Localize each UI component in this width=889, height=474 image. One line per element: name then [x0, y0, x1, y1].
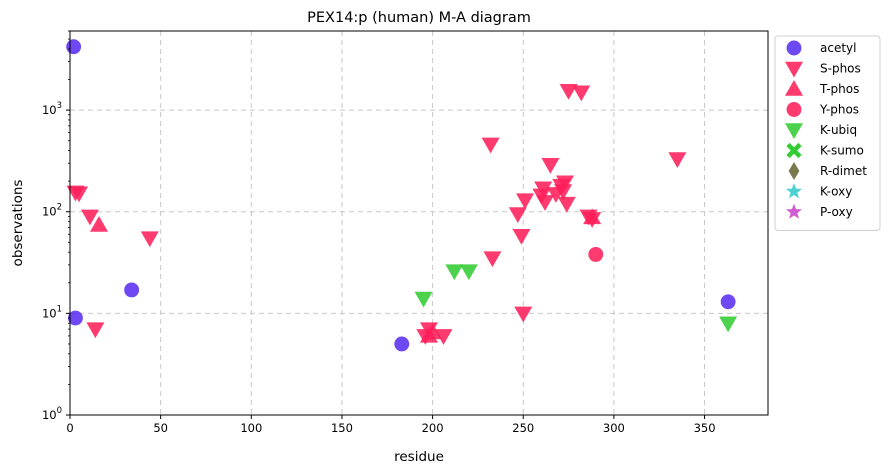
legend-marker-k-ubiq — [785, 123, 803, 139]
point-s-phos — [559, 83, 578, 100]
point-s-phos — [86, 322, 105, 339]
point-acetyl — [720, 294, 736, 310]
y-axis-ticks: 100 101 102 103 — [42, 30, 70, 422]
point-s-phos — [70, 186, 89, 203]
point-s-phos — [534, 181, 553, 198]
point-s-phos — [512, 229, 531, 245]
legend-label-t-phos: T-phos — [819, 82, 859, 96]
point-s-phos — [514, 306, 533, 323]
point-s-phos — [572, 85, 591, 102]
legend-label-k-oxy: K-oxy — [820, 185, 852, 199]
point-t-phos — [423, 323, 442, 340]
point-s-phos — [668, 152, 687, 169]
point-acetyl — [394, 336, 410, 352]
legend-marker-t-phos — [785, 80, 803, 96]
data-points — [66, 39, 738, 352]
point-k-ubiq — [445, 264, 464, 281]
point-s-phos — [554, 184, 573, 200]
point-s-phos — [140, 231, 159, 248]
x-tick-label: 300 — [603, 421, 625, 435]
legend-label-acetyl: acetyl — [820, 41, 856, 55]
x-tick-label: 250 — [512, 421, 534, 435]
point-s-phos — [541, 157, 560, 174]
point-k-ubiq — [459, 264, 478, 281]
point-s-phos — [508, 207, 527, 223]
grid-lines — [70, 31, 768, 415]
point-s-phos — [555, 175, 574, 192]
plot-frame — [69, 30, 769, 416]
legend-marker-k-oxy — [786, 183, 802, 199]
x-axis-label: residue — [394, 449, 444, 465]
y-tick-label: 102 — [42, 203, 62, 219]
point-s-phos — [557, 196, 576, 213]
x-tick-label: 350 — [694, 421, 716, 435]
point-y-phos — [588, 246, 604, 262]
legend-marker-y-phos — [786, 102, 802, 117]
x-tick-label: 150 — [331, 421, 353, 435]
legend: acetyl S-phos T-phos Y-phos K-ubiq K-sumo R-di… — [774, 35, 881, 231]
point-s-phos — [483, 251, 502, 268]
point-k-ubiq — [414, 291, 433, 308]
x-tick-label: 100 — [240, 421, 262, 435]
legend-box — [774, 35, 881, 231]
y-axis-label: observations — [10, 180, 26, 267]
legend-label-y-phos: Y-phos — [819, 103, 859, 117]
point-s-phos — [481, 137, 500, 154]
point-acetyl — [67, 310, 83, 326]
legend-marker-r-dimet — [788, 162, 800, 180]
point-s-phos — [536, 195, 555, 211]
y-tick-label: 103 — [42, 101, 62, 117]
x-tick-label: 200 — [422, 421, 444, 435]
x-axis-ticks: 0 50 100 150 200 250 300 350 — [66, 415, 716, 435]
y-tick-label: 101 — [42, 304, 62, 320]
legend-label-k-ubiq: K-ubiq — [820, 123, 857, 137]
point-s-phos — [516, 193, 535, 210]
x-tick-label: 50 — [153, 421, 168, 435]
legend-marker-acetyl — [786, 40, 802, 56]
point-t-phos — [583, 208, 602, 225]
legend-marker-p-oxy — [786, 203, 802, 219]
point-acetyl — [66, 39, 82, 55]
point-k-ubiq — [719, 316, 738, 333]
legend-label-r-dimet: R-dimet — [820, 164, 867, 178]
legend-marker-s-phos — [785, 61, 803, 78]
legend-label-s-phos: S-phos — [820, 62, 861, 76]
y-tick-label: 100 — [42, 406, 62, 422]
legend-label-p-oxy: P-oxy — [820, 205, 853, 219]
chart-title: PEX14:p (human) M-A diagram — [307, 10, 531, 26]
point-acetyl — [124, 282, 140, 298]
point-t-phos — [90, 216, 109, 232]
point-s-phos — [80, 209, 99, 226]
legend-marker-k-sumo — [786, 142, 802, 159]
legend-label-k-sumo: K-sumo — [820, 144, 864, 158]
point-s-phos — [434, 329, 453, 345]
x-tick-label: 0 — [66, 421, 73, 435]
